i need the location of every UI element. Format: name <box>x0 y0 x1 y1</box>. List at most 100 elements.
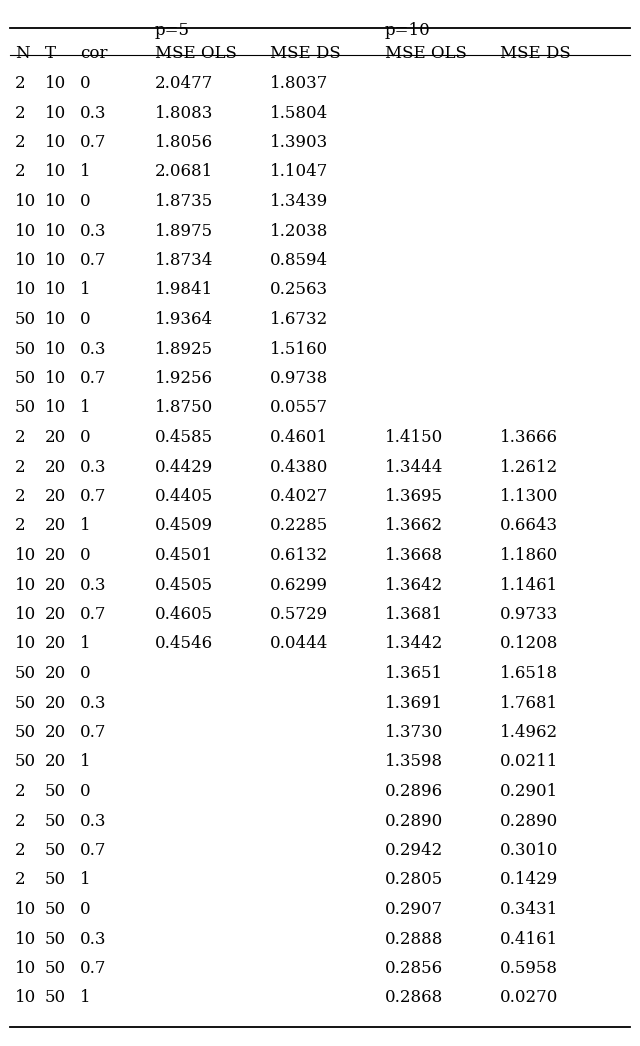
Text: 0.6132: 0.6132 <box>270 547 328 564</box>
Text: 1.3730: 1.3730 <box>385 724 444 741</box>
Text: 0.4505: 0.4505 <box>155 576 213 593</box>
Text: 0.3: 0.3 <box>80 458 106 476</box>
Text: 20: 20 <box>45 606 67 623</box>
Text: 0.2856: 0.2856 <box>385 960 443 977</box>
Text: 20: 20 <box>45 724 67 741</box>
Text: 10: 10 <box>45 252 67 269</box>
Text: 2: 2 <box>15 134 26 151</box>
Text: 1: 1 <box>80 400 91 416</box>
Text: 0.4601: 0.4601 <box>270 429 328 446</box>
Text: 0.4027: 0.4027 <box>270 488 328 505</box>
Text: 0.7: 0.7 <box>80 488 106 505</box>
Text: 10: 10 <box>15 990 36 1006</box>
Text: 1.3668: 1.3668 <box>385 547 443 564</box>
Text: 0.2907: 0.2907 <box>385 901 444 918</box>
Text: 0.4546: 0.4546 <box>155 636 213 653</box>
Text: 0.4380: 0.4380 <box>270 458 328 476</box>
Text: 1: 1 <box>80 636 91 653</box>
Text: 0.4405: 0.4405 <box>155 488 213 505</box>
Text: 0.7: 0.7 <box>80 724 106 741</box>
Text: 1.9841: 1.9841 <box>155 281 213 298</box>
Text: 0: 0 <box>80 665 91 682</box>
Text: 2.0477: 2.0477 <box>155 75 213 92</box>
Text: 20: 20 <box>45 518 67 535</box>
Text: 2: 2 <box>15 842 26 859</box>
Text: 2: 2 <box>15 871 26 888</box>
Text: 1.9256: 1.9256 <box>155 370 213 387</box>
Text: 1.8735: 1.8735 <box>155 194 213 210</box>
Text: 1.5804: 1.5804 <box>270 105 328 121</box>
Text: MSE OLS: MSE OLS <box>155 45 237 62</box>
Text: 0: 0 <box>80 194 91 210</box>
Text: 20: 20 <box>45 458 67 476</box>
Text: 10: 10 <box>45 163 67 181</box>
Text: 10: 10 <box>15 606 36 623</box>
Text: p=10: p=10 <box>385 22 431 39</box>
Text: 1.6732: 1.6732 <box>270 311 328 328</box>
Text: 10: 10 <box>15 960 36 977</box>
Text: 20: 20 <box>45 488 67 505</box>
Text: 1: 1 <box>80 163 91 181</box>
Text: 1.8750: 1.8750 <box>155 400 213 416</box>
Text: 0: 0 <box>80 311 91 328</box>
Text: 0.7: 0.7 <box>80 134 106 151</box>
Text: 10: 10 <box>15 547 36 564</box>
Text: 50: 50 <box>45 960 66 977</box>
Text: 10: 10 <box>15 901 36 918</box>
Text: 1: 1 <box>80 871 91 888</box>
Text: 0.7: 0.7 <box>80 370 106 387</box>
Text: 1.8056: 1.8056 <box>155 134 213 151</box>
Text: 0.2896: 0.2896 <box>385 783 443 800</box>
Text: 0.3: 0.3 <box>80 695 106 711</box>
Text: 1.3444: 1.3444 <box>385 458 444 476</box>
Text: 0: 0 <box>80 75 91 92</box>
Text: 0.2563: 0.2563 <box>270 281 328 298</box>
Text: 1.8925: 1.8925 <box>155 341 213 358</box>
Text: 0.6299: 0.6299 <box>270 576 328 593</box>
Text: 2: 2 <box>15 488 26 505</box>
Text: 1.1047: 1.1047 <box>270 163 328 181</box>
Text: N: N <box>15 45 29 62</box>
Text: 20: 20 <box>45 576 67 593</box>
Text: 10: 10 <box>15 252 36 269</box>
Text: 1: 1 <box>80 753 91 771</box>
Text: 0.3: 0.3 <box>80 931 106 948</box>
Text: 0.4585: 0.4585 <box>155 429 213 446</box>
Text: 50: 50 <box>15 370 36 387</box>
Text: 1.9364: 1.9364 <box>155 311 213 328</box>
Text: MSE DS: MSE DS <box>500 45 571 62</box>
Text: 20: 20 <box>45 429 67 446</box>
Text: 1.3642: 1.3642 <box>385 576 444 593</box>
Text: 0.1429: 0.1429 <box>500 871 558 888</box>
Text: 0.7: 0.7 <box>80 252 106 269</box>
Text: 50: 50 <box>15 724 36 741</box>
Text: 20: 20 <box>45 665 67 682</box>
Text: 10: 10 <box>15 636 36 653</box>
Text: 10: 10 <box>45 370 67 387</box>
Text: 0.0270: 0.0270 <box>500 990 558 1006</box>
Text: 0.0444: 0.0444 <box>270 636 328 653</box>
Text: 1: 1 <box>80 518 91 535</box>
Text: 10: 10 <box>15 194 36 210</box>
Text: 2: 2 <box>15 429 26 446</box>
Text: 2: 2 <box>15 163 26 181</box>
Text: 1.5160: 1.5160 <box>270 341 328 358</box>
Text: 10: 10 <box>45 400 67 416</box>
Text: 50: 50 <box>45 990 66 1006</box>
Text: 1.4962: 1.4962 <box>500 724 558 741</box>
Text: 2: 2 <box>15 105 26 121</box>
Text: 20: 20 <box>45 547 67 564</box>
Text: 50: 50 <box>45 901 66 918</box>
Text: 1.8975: 1.8975 <box>155 223 213 240</box>
Text: 1.3903: 1.3903 <box>270 134 328 151</box>
Text: 10: 10 <box>15 576 36 593</box>
Text: 10: 10 <box>15 281 36 298</box>
Text: 0.7: 0.7 <box>80 842 106 859</box>
Text: 50: 50 <box>45 931 66 948</box>
Text: 0.2901: 0.2901 <box>500 783 558 800</box>
Text: 0.9733: 0.9733 <box>500 606 558 623</box>
Text: MSE OLS: MSE OLS <box>385 45 467 62</box>
Text: 20: 20 <box>45 695 67 711</box>
Text: 1.6518: 1.6518 <box>500 665 558 682</box>
Text: 0.4161: 0.4161 <box>500 931 558 948</box>
